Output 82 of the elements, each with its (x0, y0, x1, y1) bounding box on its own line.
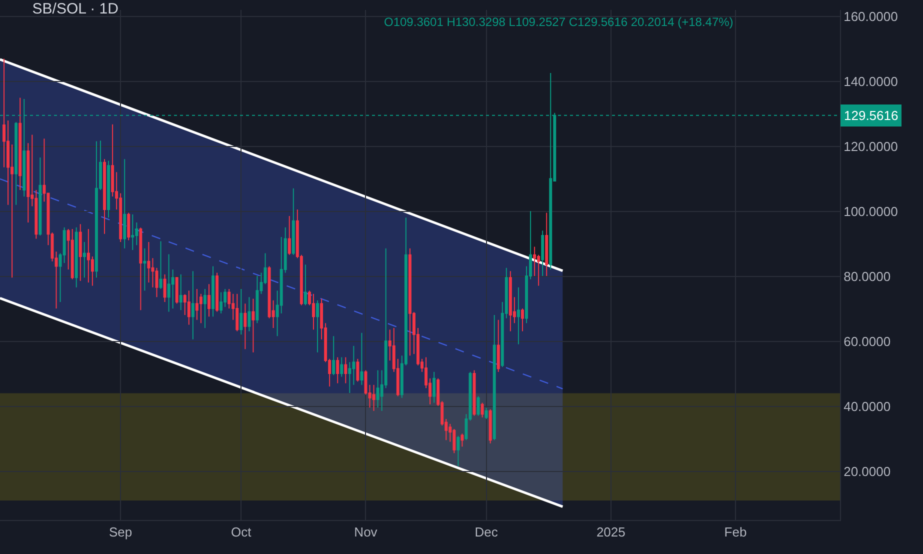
candlestick (70, 228, 74, 280)
x-tick-label: Feb (724, 524, 747, 540)
candlestick (179, 274, 182, 311)
candlestick (240, 288, 243, 336)
candlestick (476, 396, 480, 416)
candlestick (344, 356, 348, 384)
candlestick (103, 158, 106, 234)
y-tick-label: 60.0000 (844, 334, 891, 349)
candlestick (496, 319, 500, 372)
candlestick (175, 276, 178, 304)
candlestick (516, 286, 520, 345)
candlestick (304, 264, 307, 306)
candlestick (167, 254, 170, 312)
candlestick (256, 276, 259, 324)
candlestick (248, 296, 251, 332)
y-tick-label: 40.0000 (844, 398, 891, 414)
y-tick-label: 140.0000 (844, 74, 898, 90)
candlestick (187, 290, 190, 326)
candlestick (38, 156, 42, 236)
y-tick-label: 80.0000 (844, 268, 891, 284)
candlestick (456, 435, 460, 467)
candlestick (541, 230, 544, 277)
candlestick (220, 292, 223, 314)
y-tick-label: 100.0000 (844, 204, 898, 219)
y-tick-label: 120.0000 (844, 138, 898, 154)
candlestick (78, 224, 82, 282)
candlestick (492, 314, 496, 441)
candlestick (139, 227, 142, 311)
candlestick (288, 215, 291, 256)
x-tick-label: Oct (231, 524, 252, 540)
candlestick (312, 293, 315, 330)
candlestick (244, 303, 247, 350)
candlestick (199, 293, 202, 324)
candlestick (163, 274, 166, 303)
candlestick (208, 284, 210, 318)
candlestick (372, 384, 376, 412)
candlestick (147, 241, 150, 284)
ref-line-label: 129.5616 (844, 108, 898, 123)
candlestick (432, 371, 436, 404)
candlestick (203, 288, 206, 329)
candlestick (191, 270, 194, 340)
candlestick (508, 270, 512, 332)
y-tick-label: 160.0000 (844, 9, 898, 24)
candlestick (74, 226, 78, 288)
candlestick (545, 212, 548, 277)
candlestick (127, 212, 130, 241)
x-tick-label: 2025 (596, 524, 626, 540)
candlestick (332, 336, 336, 376)
candlestick (82, 241, 86, 278)
candlestick (460, 433, 464, 448)
candlestick (94, 140, 98, 278)
candlestick (14, 122, 18, 206)
x-tick-label: Nov (354, 524, 378, 540)
candlestick (143, 248, 146, 292)
y-tick-label: 20.0000 (844, 464, 891, 479)
candlestick (340, 356, 344, 378)
candlestick (252, 298, 255, 353)
candlestick (480, 402, 484, 418)
candlestick (484, 407, 488, 420)
candlestick (360, 332, 364, 386)
candlestick (376, 370, 380, 408)
candlestick (488, 408, 492, 444)
annotation: O109.3601 H130.3298 L109.2527 C129.5616 20.2014 (+18.47%) (384, 15, 734, 29)
chart-title: SB/SOL · 1D (32, 0, 119, 18)
candlestick (316, 300, 319, 353)
candlestick (216, 272, 219, 312)
candlestick (195, 288, 198, 320)
candlestick (212, 266, 214, 318)
x-tick-label: Dec (474, 524, 498, 540)
candlestick (107, 160, 110, 218)
candlestick (18, 97, 22, 190)
candlestick (123, 158, 126, 249)
candlestick (159, 240, 162, 290)
candlestick (336, 356, 340, 384)
candlestick (131, 214, 134, 251)
candlestick (521, 308, 524, 332)
candlestick (86, 228, 90, 284)
candlestick (292, 188, 295, 256)
candlestick (356, 358, 360, 382)
x-tick-label: Sep (109, 524, 132, 540)
candlestick (236, 293, 239, 332)
candlestick (408, 248, 412, 356)
